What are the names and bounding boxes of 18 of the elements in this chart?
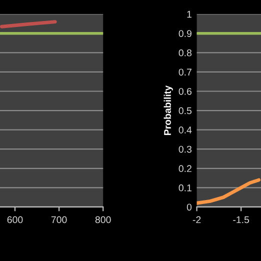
y-tick-label: 0.7	[178, 68, 192, 76]
y-tick-label: 0.8	[178, 49, 192, 56]
line-series	[196, 178, 261, 205]
x-tick-label: 600	[7, 216, 23, 224]
x-tick-label: 700	[51, 216, 67, 224]
x-tick-label: 800	[95, 216, 111, 224]
y-tick-label: 0.5	[178, 107, 192, 114]
y-tick-label: 0	[186, 204, 192, 211]
x-tick-label: -2	[192, 216, 201, 224]
y-tick-label: 0.3	[178, 146, 192, 153]
y-tick-label: 0.4	[178, 126, 192, 134]
y-tick-label: 0.2	[178, 165, 192, 172]
x-tick-label: -1.5	[233, 216, 250, 224]
y-tick-label: 1	[187, 10, 192, 18]
y-axis-title: Probability	[164, 85, 173, 135]
y-tick-label: 0.1	[178, 184, 192, 192]
y-tick-label: 0.6	[178, 88, 192, 95]
y-tick-label: 0.9	[178, 30, 192, 37]
